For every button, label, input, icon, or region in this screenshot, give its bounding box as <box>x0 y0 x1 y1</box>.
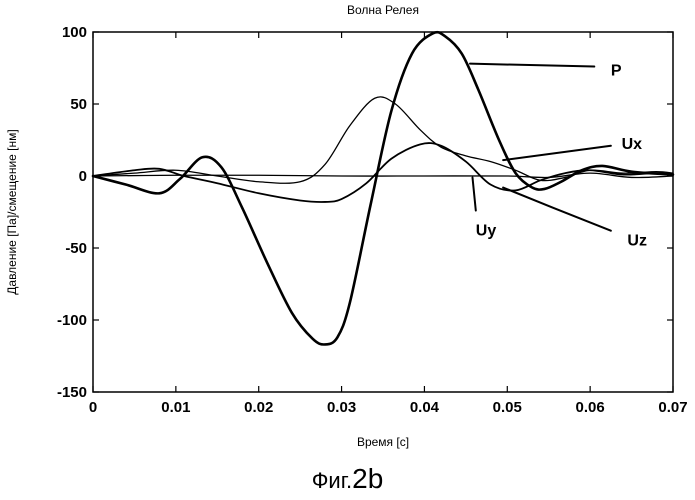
chart-title: Волна Релея <box>347 3 419 17</box>
y-tick-label: 0 <box>79 168 87 185</box>
x-tick-label: 0.02 <box>244 399 273 416</box>
chart-svg: Волна Релея 0 0.01 0.02 0.03 0.04 0.05 0.06 0.0… <box>0 0 695 460</box>
caption-number: 2b <box>352 463 383 494</box>
x-tick-label: 0 <box>89 399 97 416</box>
x-tick-label: 0.03 <box>327 399 356 416</box>
ticks-layer: 0 0.01 0.02 0.03 0.04 0.05 0.06 0.07 -150 -100 -50… <box>57 24 688 416</box>
y-tick-label: 50 <box>70 96 87 113</box>
x-tick-label: 0.06 <box>576 399 605 416</box>
series-line-uy <box>93 173 673 177</box>
series-label-p: P <box>611 62 622 79</box>
series-leader-uz <box>503 188 611 231</box>
x-tick-label: 0.05 <box>493 399 522 416</box>
x-axis-title: Время [c] <box>357 435 409 449</box>
series-label-ux: Ux <box>622 136 643 153</box>
series-leader-uy <box>472 177 475 210</box>
y-axis-title: Давление [Па]/смещение [нм] <box>5 129 19 294</box>
series-label-uy: Uy <box>476 222 497 239</box>
x-tick-label: 0.01 <box>161 399 190 416</box>
y-tick-label: -100 <box>57 312 87 329</box>
series-leader-p <box>470 64 594 67</box>
figure-caption: Фиг.2b <box>0 463 695 495</box>
x-tick-label: 0.07 <box>658 399 687 416</box>
series-layer: P Ux Uz Uy <box>93 32 673 344</box>
series-line-p <box>93 32 673 344</box>
series-leader-ux <box>503 146 611 160</box>
y-tick-label: -150 <box>57 384 87 401</box>
series-label-uz: Uz <box>627 232 647 249</box>
y-tick-label: -50 <box>65 240 87 257</box>
y-tick-label: 100 <box>62 24 87 41</box>
caption-prefix: Фиг. <box>312 468 352 493</box>
plot-frame <box>93 32 673 392</box>
x-tick-label: 0.04 <box>410 399 440 416</box>
